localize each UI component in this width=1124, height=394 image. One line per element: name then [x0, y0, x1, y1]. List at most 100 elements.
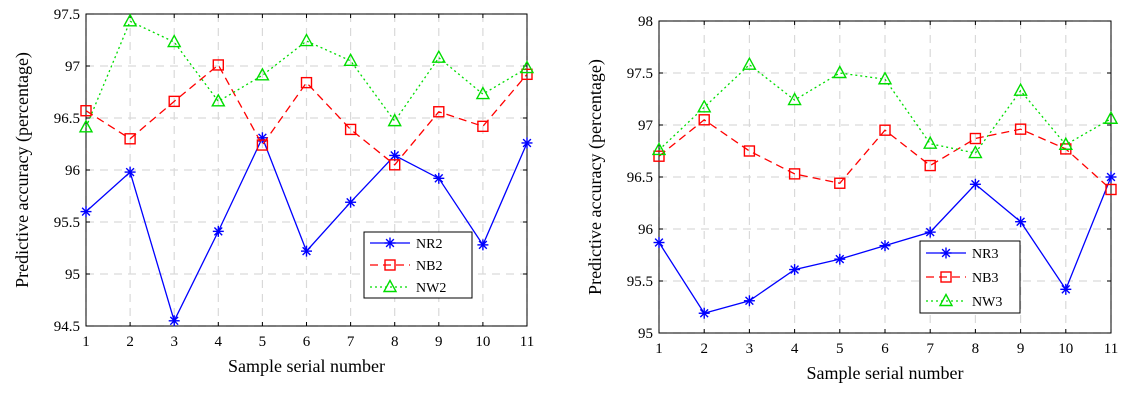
- y-tick-label: 97.5: [54, 7, 80, 23]
- data-point-NW3: [1058, 136, 1073, 150]
- data-point-NW3: [877, 71, 893, 85]
- x-tick-label: 10: [475, 334, 490, 350]
- legend-label-NB3: NB3: [972, 271, 998, 286]
- data-point-NW3: [968, 145, 983, 159]
- data-point-NW2: [475, 86, 491, 100]
- x-tick-label: 5: [836, 341, 844, 357]
- data-point-NW2: [387, 113, 402, 127]
- series-NR3: [653, 171, 1117, 319]
- series-line-NB2: [85, 63, 528, 166]
- data-point-NB2: [433, 106, 445, 118]
- data-point-NR3: [698, 307, 710, 319]
- data-point-NB3: [1105, 183, 1117, 196]
- data-point-NR3: [1060, 283, 1072, 295]
- data-point-NR2: [477, 239, 489, 251]
- y-tick-label: 96.5: [54, 111, 80, 127]
- data-point-NB2: [300, 76, 313, 89]
- legend-label-NB2: NB2: [416, 259, 442, 274]
- data-point-NR3: [1015, 216, 1027, 228]
- x-tick-label: 6: [881, 341, 889, 357]
- data-point-NW3: [1103, 110, 1119, 124]
- series-line-NW3: [658, 63, 1112, 154]
- y-tick-label: 96: [65, 163, 81, 179]
- series-NB2: [80, 59, 533, 171]
- data-point-NB3: [834, 177, 846, 189]
- data-point-NR2: [345, 196, 357, 208]
- data-point-NB3: [653, 150, 665, 162]
- data-point-NW2: [78, 119, 94, 133]
- y-tick-label: 95: [65, 267, 80, 283]
- x-tick-label: 1: [655, 341, 663, 357]
- x-tick-label: 2: [126, 334, 134, 350]
- x-tick-label: 9: [1017, 341, 1025, 357]
- y-tick-label: 97.5: [627, 66, 653, 82]
- y-axis-label: Predictive accuracy (percentage): [12, 52, 33, 288]
- data-point-NB3: [788, 168, 801, 180]
- data-point-NR3: [834, 253, 846, 265]
- x-tick-label: 7: [926, 341, 934, 357]
- legend-marker-NB2: [384, 259, 396, 271]
- x-axis-label: Sample serial number: [807, 363, 964, 383]
- data-point-NB3: [969, 132, 982, 145]
- y-axis-label: Predictive accuracy (percentage): [585, 59, 606, 295]
- x-axis-label: Sample serial number: [228, 356, 385, 376]
- data-point-NB2: [389, 159, 401, 171]
- data-point-NW3: [923, 135, 938, 149]
- data-point-NB2: [256, 139, 269, 151]
- x-tick-label: 6: [303, 334, 311, 350]
- legend: NR2 NB2 NW2: [363, 231, 473, 299]
- y-tick-label: 97: [638, 118, 654, 134]
- y-tick-label: 95.5: [627, 274, 653, 290]
- legend-box: [919, 240, 1021, 314]
- x-tick-label: 3: [170, 334, 178, 350]
- data-point-NB2: [168, 95, 180, 108]
- data-point-NR2: [301, 245, 312, 257]
- data-point-NB3: [743, 145, 756, 157]
- y-tick-label: 96.5: [627, 170, 653, 186]
- x-tick-label: 4: [215, 334, 223, 350]
- data-point-NW2: [122, 13, 138, 27]
- series-NW2: [78, 13, 535, 133]
- data-point-NW3: [697, 99, 712, 113]
- data-point-NR3: [1105, 171, 1117, 183]
- data-point-NR3: [879, 240, 891, 252]
- x-tick-label: 11: [520, 334, 534, 350]
- data-point-NW3: [832, 65, 847, 79]
- x-tick-label: 1: [82, 334, 90, 350]
- legend-label-NR2: NR2: [416, 237, 442, 252]
- data-point-NR3: [924, 226, 936, 238]
- data-point-NW2: [167, 34, 182, 48]
- x-tick-label: 5: [259, 334, 267, 350]
- data-point-NW2: [211, 93, 226, 107]
- y-tick-label: 97: [65, 59, 81, 75]
- data-point-NW2: [519, 60, 535, 74]
- data-point-NR2: [433, 172, 445, 184]
- data-point-NB2: [344, 123, 357, 136]
- data-point-NW2: [431, 49, 446, 63]
- data-point-NB2: [80, 105, 92, 117]
- legend-label-NR3: NR3: [972, 247, 998, 262]
- x-tick-label: 7: [347, 334, 355, 350]
- x-tick-label: 2: [700, 341, 708, 357]
- legend-label-NW2: NW2: [416, 281, 446, 296]
- x-tick-label: 8: [972, 341, 980, 357]
- x-tick-label: 10: [1058, 341, 1073, 357]
- data-point-NW2: [299, 33, 314, 47]
- data-point-NR3: [653, 237, 665, 249]
- data-point-NR2: [168, 315, 180, 327]
- y-tick-label: 94.5: [54, 319, 80, 335]
- y-tick-label: 95.5: [54, 215, 80, 231]
- data-point-NB2: [124, 133, 136, 145]
- data-point-NW2: [343, 52, 358, 67]
- legend-marker-NW3: [938, 293, 954, 307]
- x-tick-label: 8: [391, 334, 399, 350]
- x-tick-label: 9: [435, 334, 443, 350]
- y-tick-label: 96: [638, 222, 654, 238]
- data-point-NB3: [1014, 123, 1027, 135]
- x-tick-label: 4: [791, 341, 799, 357]
- data-point-NB3: [924, 159, 936, 172]
- chart-panel-2: 1 2 3 4 5 6 7 8 9 10 11 95 95.5 96 96.5 97 97.5 98 Sample …: [585, 14, 1118, 383]
- data-point-NR2: [124, 166, 136, 178]
- data-point-NW3: [787, 92, 802, 106]
